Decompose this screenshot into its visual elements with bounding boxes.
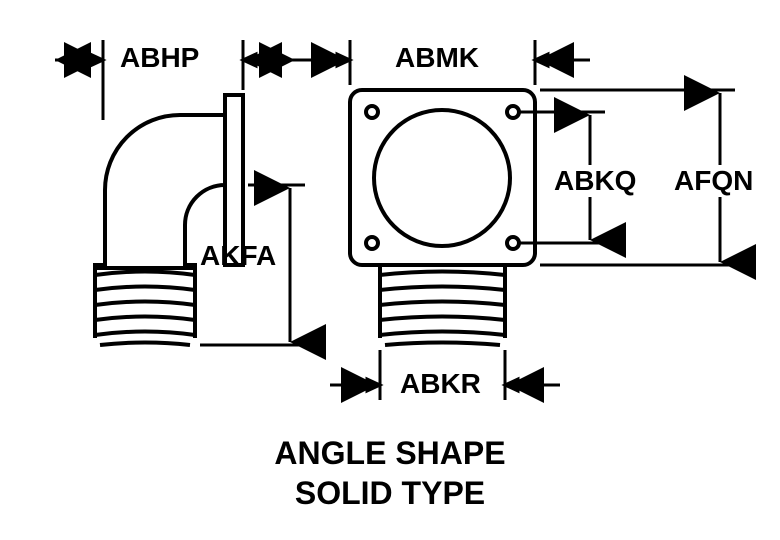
label-abhp: ABHP: [120, 42, 199, 74]
title-line1: ANGLE SHAPE: [0, 435, 780, 472]
threads-left: [95, 268, 195, 345]
diagram-container: ABHP AKFA ABMK ABKQ AFQN ABKR ANGLE SHAP…: [0, 0, 780, 540]
front-view: [350, 90, 535, 345]
label-abkr: ABKR: [400, 368, 481, 400]
threads-front: [380, 265, 505, 345]
label-akfa: AKFA: [200, 240, 276, 272]
left-view: [95, 95, 243, 345]
title-line2: SOLID TYPE: [0, 475, 780, 512]
label-afqn: AFQN: [670, 165, 757, 197]
label-abmk: ABMK: [395, 42, 479, 74]
label-abkq: ABKQ: [550, 165, 640, 197]
